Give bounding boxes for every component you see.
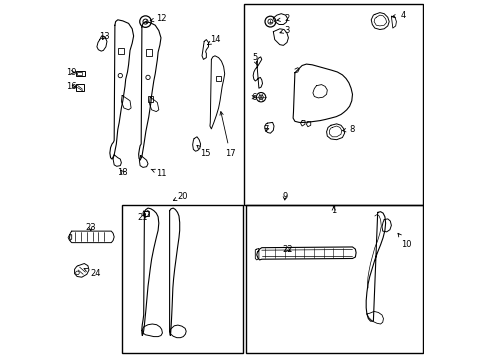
- Text: 12: 12: [150, 14, 166, 23]
- Text: 15: 15: [197, 145, 210, 158]
- Text: 22: 22: [282, 245, 292, 253]
- Text: 19: 19: [65, 68, 76, 77]
- Text: 7: 7: [263, 125, 268, 134]
- Bar: [122, 205, 242, 353]
- Text: 2: 2: [276, 14, 289, 23]
- Text: 17: 17: [220, 112, 235, 158]
- Text: 6: 6: [251, 93, 256, 102]
- Text: 14: 14: [207, 35, 221, 45]
- Bar: [77, 72, 81, 75]
- Text: 16: 16: [65, 82, 76, 91]
- Text: 20: 20: [173, 192, 187, 201]
- Bar: [215, 76, 220, 81]
- Bar: [76, 84, 84, 91]
- Text: 10: 10: [397, 233, 411, 248]
- Bar: [148, 96, 153, 102]
- Text: 1: 1: [330, 206, 336, 215]
- Text: 8: 8: [342, 125, 354, 134]
- Text: 9: 9: [282, 192, 287, 201]
- Text: 3: 3: [279, 26, 289, 35]
- Bar: [244, 4, 422, 205]
- Text: 5: 5: [251, 53, 257, 65]
- Text: 13: 13: [99, 32, 109, 41]
- Bar: [145, 49, 152, 56]
- Text: 18: 18: [117, 168, 128, 177]
- Bar: [246, 205, 422, 353]
- Bar: [118, 48, 124, 54]
- Bar: [76, 71, 85, 76]
- Text: 4: 4: [391, 11, 405, 20]
- Bar: [143, 211, 149, 216]
- Text: 11: 11: [151, 169, 166, 178]
- Text: 23: 23: [85, 223, 96, 232]
- Text: 24: 24: [84, 269, 101, 278]
- Text: 21: 21: [138, 213, 148, 222]
